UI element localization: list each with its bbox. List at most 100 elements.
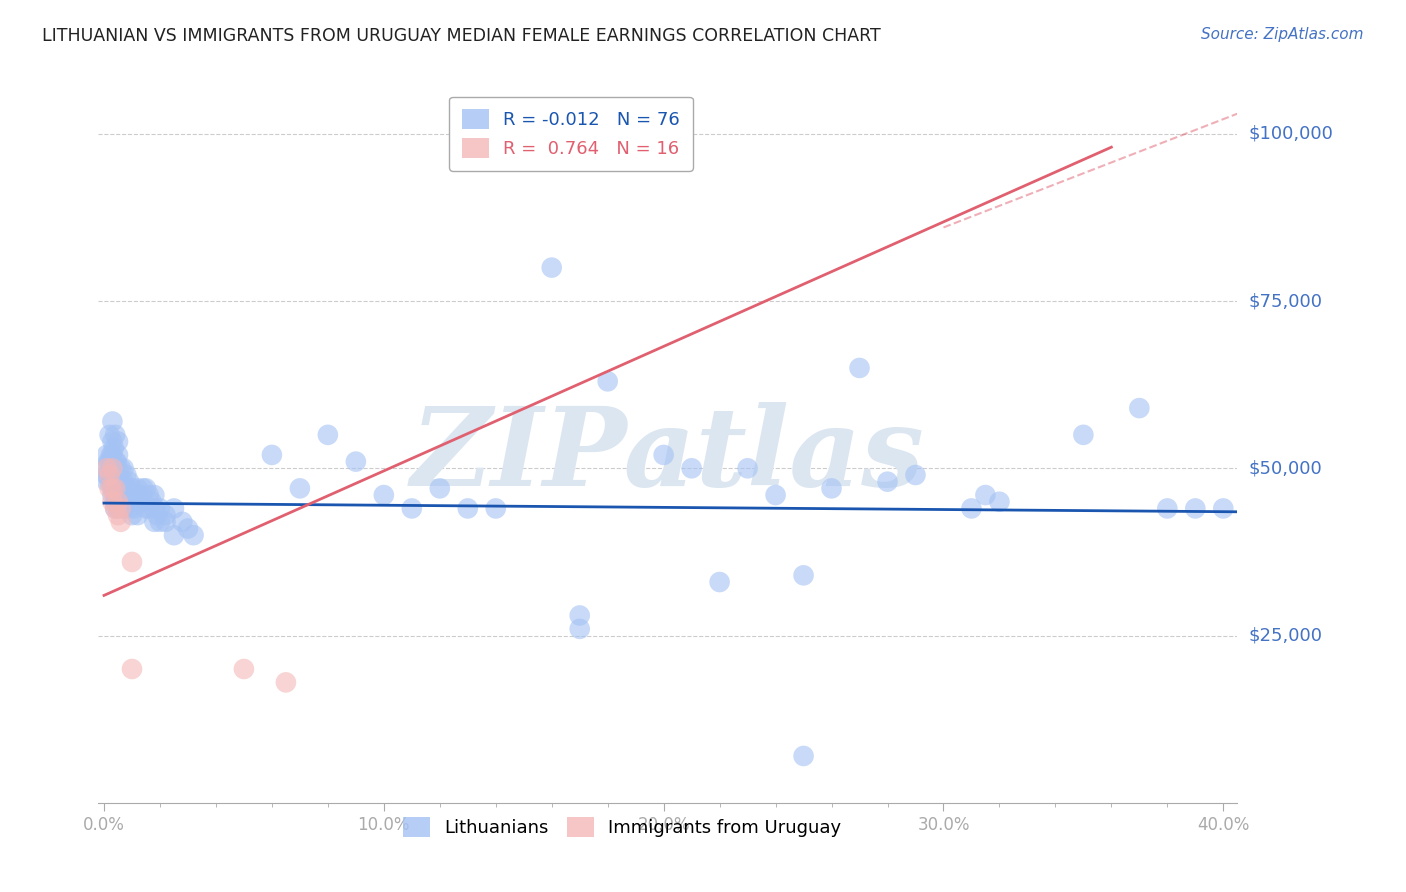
Point bbox=[101, 475, 124, 489]
Point bbox=[149, 515, 172, 529]
Point bbox=[104, 482, 127, 496]
Point bbox=[121, 662, 143, 676]
Text: ZIPatlas: ZIPatlas bbox=[411, 402, 925, 509]
Point bbox=[143, 488, 166, 502]
Point bbox=[652, 448, 675, 462]
Text: $25,000: $25,000 bbox=[1249, 626, 1323, 645]
Point bbox=[121, 494, 143, 508]
Point bbox=[765, 488, 787, 502]
Point bbox=[115, 467, 138, 482]
Point bbox=[110, 461, 132, 475]
Point bbox=[132, 482, 155, 496]
Point bbox=[96, 467, 118, 482]
Point bbox=[288, 482, 311, 496]
Point bbox=[681, 461, 703, 475]
Point bbox=[129, 488, 152, 502]
Point bbox=[104, 488, 127, 502]
Point bbox=[112, 475, 135, 489]
Point bbox=[110, 501, 132, 516]
Point bbox=[107, 461, 129, 475]
Point bbox=[107, 475, 129, 489]
Point bbox=[104, 494, 127, 508]
Point bbox=[401, 501, 423, 516]
Point bbox=[101, 488, 124, 502]
Point bbox=[101, 494, 124, 508]
Point bbox=[98, 427, 121, 442]
Point bbox=[118, 475, 141, 489]
Point bbox=[848, 361, 870, 376]
Text: $100,000: $100,000 bbox=[1249, 125, 1333, 143]
Point bbox=[232, 662, 254, 676]
Point bbox=[94, 461, 117, 475]
Point bbox=[820, 482, 842, 496]
Point bbox=[793, 749, 815, 764]
Point bbox=[96, 448, 118, 462]
Point bbox=[793, 568, 815, 582]
Point bbox=[101, 414, 124, 428]
Text: Source: ZipAtlas.com: Source: ZipAtlas.com bbox=[1201, 27, 1364, 42]
Point bbox=[104, 467, 127, 482]
Point bbox=[104, 501, 127, 516]
Point bbox=[107, 448, 129, 462]
Point bbox=[110, 475, 132, 489]
Point bbox=[974, 488, 997, 502]
Point bbox=[1128, 401, 1150, 416]
Point bbox=[104, 482, 127, 496]
Point bbox=[163, 528, 186, 542]
Point bbox=[1073, 427, 1095, 442]
Point bbox=[429, 482, 451, 496]
Text: LITHUANIAN VS IMMIGRANTS FROM URUGUAY MEDIAN FEMALE EARNINGS CORRELATION CHART: LITHUANIAN VS IMMIGRANTS FROM URUGUAY ME… bbox=[42, 27, 882, 45]
Point bbox=[485, 501, 508, 516]
Point bbox=[344, 454, 367, 469]
Point bbox=[1212, 501, 1234, 516]
Point bbox=[127, 482, 149, 496]
Point bbox=[118, 488, 141, 502]
Point bbox=[135, 501, 157, 516]
Point bbox=[138, 488, 160, 502]
Point bbox=[98, 467, 121, 482]
Point bbox=[121, 508, 143, 523]
Point bbox=[568, 622, 591, 636]
Point bbox=[143, 515, 166, 529]
Point bbox=[107, 508, 129, 523]
Point bbox=[115, 482, 138, 496]
Point bbox=[112, 501, 135, 516]
Point bbox=[107, 482, 129, 496]
Point bbox=[146, 508, 169, 523]
Point bbox=[155, 508, 177, 523]
Point bbox=[107, 501, 129, 516]
Point bbox=[183, 528, 205, 542]
Point bbox=[101, 482, 124, 496]
Point bbox=[596, 375, 619, 389]
Point bbox=[98, 467, 121, 482]
Point bbox=[101, 434, 124, 449]
Point bbox=[138, 501, 160, 516]
Point bbox=[101, 461, 124, 475]
Point bbox=[127, 508, 149, 523]
Point bbox=[112, 461, 135, 475]
Point bbox=[143, 501, 166, 516]
Point bbox=[1156, 501, 1178, 516]
Point bbox=[103, 441, 125, 455]
Point bbox=[104, 501, 127, 516]
Point bbox=[163, 501, 186, 516]
Point bbox=[96, 461, 118, 475]
Point bbox=[568, 608, 591, 623]
Point bbox=[104, 454, 127, 469]
Point bbox=[155, 515, 177, 529]
Point bbox=[124, 488, 146, 502]
Point bbox=[876, 475, 898, 489]
Point bbox=[96, 475, 118, 489]
Point bbox=[988, 494, 1011, 508]
Text: $75,000: $75,000 bbox=[1249, 292, 1323, 310]
Point bbox=[260, 448, 283, 462]
Legend: Lithuanians, Immigrants from Uruguay: Lithuanians, Immigrants from Uruguay bbox=[395, 810, 849, 845]
Point bbox=[107, 488, 129, 502]
Point bbox=[110, 515, 132, 529]
Point bbox=[904, 467, 927, 482]
Point bbox=[107, 494, 129, 508]
Point bbox=[101, 482, 124, 496]
Point bbox=[1184, 501, 1206, 516]
Point bbox=[737, 461, 759, 475]
Point bbox=[101, 461, 124, 475]
